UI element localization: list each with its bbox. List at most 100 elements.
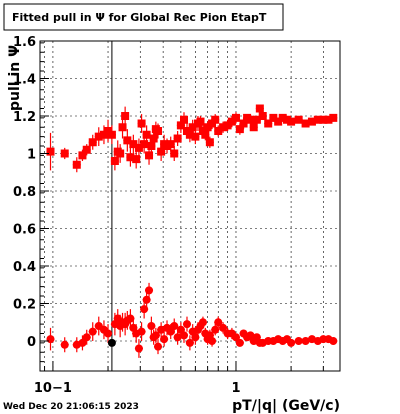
data-point-circle <box>294 337 303 345</box>
data-point-circle <box>214 318 223 327</box>
data-point-circle <box>137 327 146 336</box>
data-point-circle <box>160 335 169 344</box>
data-point-square <box>116 149 125 158</box>
plot-frame <box>39 40 341 372</box>
data-point-square <box>140 140 149 149</box>
y-tick-label: 1 <box>27 148 36 163</box>
data-point-square <box>278 113 287 122</box>
data-point-square <box>46 147 55 156</box>
data-point-square <box>324 115 333 124</box>
x-tick-label: 1 <box>231 381 240 396</box>
data-point-square <box>231 113 240 122</box>
data-point-square <box>99 130 108 139</box>
data-point-square <box>94 132 103 141</box>
data-point-square <box>154 127 163 135</box>
data-point-circle <box>287 338 296 347</box>
data-point-square <box>145 151 154 160</box>
data-point-circle <box>235 338 244 347</box>
data-point-square <box>118 123 127 132</box>
data-point-square <box>223 121 232 130</box>
data-point-square <box>170 149 179 158</box>
data-point-square <box>269 113 278 122</box>
data-point-square <box>72 160 81 169</box>
data-point-square <box>274 117 283 126</box>
data-point-square <box>249 123 258 132</box>
data-point-circle <box>173 333 182 342</box>
data-point-square <box>196 117 205 126</box>
data-point-square <box>219 123 228 132</box>
data-point-square <box>258 112 267 120</box>
data-point-square <box>126 153 135 162</box>
data-point-circle <box>154 342 163 351</box>
data-point-square <box>191 132 200 141</box>
data-point-circle <box>126 314 135 323</box>
data-point-square <box>173 134 182 143</box>
data-point-circle <box>211 325 220 334</box>
data-point-square <box>255 104 264 113</box>
tick-labels: 0 0.2 0.4 0.6 0.8 1 1.2 1.4 1.6 10−1 1 <box>13 35 241 396</box>
data-point-square <box>252 115 261 124</box>
data-point-square <box>227 117 236 126</box>
data-point-square <box>211 115 220 124</box>
y-tick-label: 1.4 <box>13 73 36 88</box>
data-point-square <box>88 138 97 147</box>
data-point-square <box>82 145 91 154</box>
data-point-circle <box>60 340 69 349</box>
data-point-circle <box>88 327 97 336</box>
data-point-circle <box>104 329 113 338</box>
data-point-circle <box>134 344 143 353</box>
data-point-circle <box>107 338 116 347</box>
y-tick-label: 0.8 <box>13 185 36 200</box>
footer-timestamp: Wed Dec 20 21:06:15 2023 <box>3 402 139 412</box>
data-point-square <box>157 147 166 156</box>
data-point-square <box>166 140 175 149</box>
data-point-square <box>203 123 212 132</box>
data-point-square <box>239 119 248 128</box>
data-point-square <box>283 115 292 124</box>
data-point-square <box>319 115 328 124</box>
x-tick-label: 10−1 <box>34 381 72 396</box>
data-point-circle <box>219 323 228 332</box>
data-point-circle <box>208 337 217 345</box>
x-axis-title: pT/|q| (GeV/c) <box>232 398 340 414</box>
data-point-circle <box>185 338 194 347</box>
y-axis-title: pull in Ψ <box>7 45 23 111</box>
data-point-square <box>137 119 146 128</box>
axis-ticks <box>40 40 324 372</box>
chart-title-box: Fitted pull in Ψ for Global Rec Pion Eta… <box>3 3 284 31</box>
y-tick-label: 0.6 <box>13 223 36 238</box>
data-point-square <box>149 134 158 143</box>
data-point-circle <box>179 331 188 340</box>
data-point-square <box>129 140 138 149</box>
data-point-circle <box>147 322 156 330</box>
data-point-square <box>287 117 296 126</box>
data-point-square <box>313 115 322 124</box>
chart-title-border <box>3 3 284 31</box>
y-tick-label: 0.4 <box>13 260 36 275</box>
data-point-square <box>142 130 151 139</box>
data-point-square <box>188 123 197 132</box>
data-point-circle <box>301 337 310 345</box>
y-tick-label: 1.2 <box>13 110 36 125</box>
data-point-circle <box>231 333 240 342</box>
data-point-circle <box>78 338 87 347</box>
data-point-square <box>147 142 156 150</box>
data-point-square <box>329 113 338 122</box>
data-point-circle <box>198 318 207 327</box>
data-point-square <box>301 119 310 128</box>
data-point-square <box>107 130 116 139</box>
chart-title: Fitted pull in Ψ for Global Rec Pion Eta… <box>12 11 267 24</box>
data-point-square <box>246 115 255 124</box>
data-point-square <box>205 138 214 147</box>
data-points <box>46 104 338 358</box>
data-point-square <box>60 149 69 158</box>
data-point-circle <box>191 333 200 342</box>
data-point-square <box>132 155 141 164</box>
data-point-square <box>185 130 194 139</box>
y-tick-label: 0 <box>27 335 36 350</box>
data-point-square <box>176 121 185 130</box>
data-point-square <box>264 119 273 128</box>
data-point-square <box>134 143 143 152</box>
y-tick-label: 1.6 <box>13 35 36 50</box>
